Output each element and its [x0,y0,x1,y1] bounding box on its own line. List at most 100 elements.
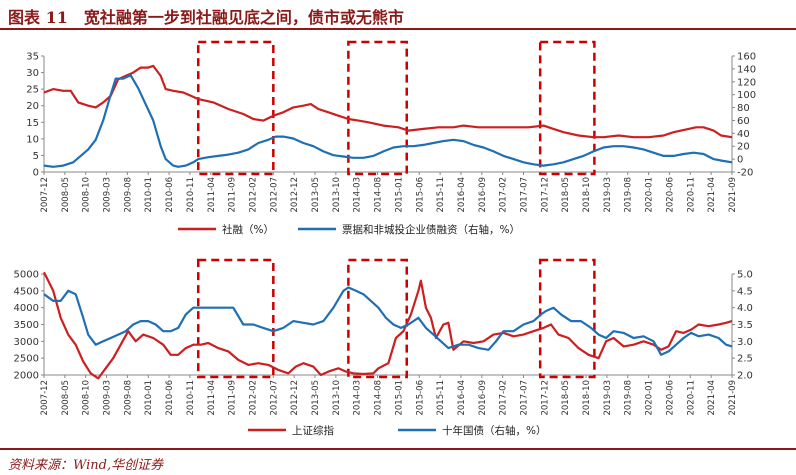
x-tick-label: 2013-10 [332,177,342,213]
x-tick-label: 2015-11 [436,380,446,416]
x-tick-label: 2014-08 [374,177,384,213]
x-tick-label: 2018-05 [561,177,571,213]
highlight-period-box [347,258,408,379]
x-tick-label: 2009-03 [103,380,113,416]
left-tick-label: 35 [26,52,39,63]
x-tick-label: 2017-02 [499,177,509,213]
x-tick-label: 2009-03 [103,177,113,213]
highlight-period-box [538,40,596,176]
x-tick-label: 2013-05 [311,380,321,416]
left-tick-label: 3500 [14,320,39,331]
right-tick-label: 5.0 [737,270,753,281]
x-tick-label: 2011-04 [207,380,217,416]
right-tick-label: 4.5 [737,286,753,297]
x-tick-label: 2021-04 [707,177,717,213]
chart-shanghai-vs-10y-bond: 2000 2500 3000 3500 4000 4500 5000 2.0 2.5 3.0 3.5… [14,258,753,437]
right-tick-label: 3.5 [737,320,753,331]
right-tick-label: 120 [737,77,756,88]
x-tick-label: 2010-06 [165,177,175,213]
x-tick-label: 2019-03 [603,177,613,213]
x-tick-label: 2019-08 [624,380,634,416]
x-tick-label: 2020-11 [686,177,696,213]
x-tick-label: 2020-01 [645,380,655,416]
x-tick-label: 2012-07 [269,380,279,416]
right-tick-label: 160 [737,52,756,63]
x-tick-label: 2016-09 [478,380,488,416]
left-tick-label: 20 [26,101,39,112]
highlight-period-box [538,258,596,379]
x-tick-label: 2013-05 [311,177,321,213]
right-tick-label: 2.5 [737,354,753,365]
x-tick-label: 2017-07 [519,380,529,416]
x-tick-label: 2008-05 [61,380,71,416]
right-tick-label: 3.0 [737,337,753,348]
source-note: 资料来源：Wind,华创证券 [8,458,164,473]
x-tick-label: 2010-01 [144,380,154,416]
left-tick-label: 4500 [14,286,39,297]
x-tick-label: 2021-09 [728,380,738,416]
right-tick-label: 0 [737,155,743,166]
x-tick-label: 2010-06 [165,380,175,416]
x-tick-label: 2012-12 [290,177,300,213]
series-line-primary [43,271,733,380]
left-tick-label: 5000 [14,270,39,281]
highlight-period-box [347,40,408,176]
x-tick-label: 2014-03 [353,380,363,416]
x-tick-label: 2018-05 [561,380,571,416]
series-line-secondary [43,286,733,356]
x-tick-label: 2008-10 [82,380,92,416]
x-tick-label: 2009-08 [123,177,133,213]
x-tick-label: 2012-07 [269,177,279,213]
x-tick-label: 2018-10 [582,380,592,416]
right-tick-label: 140 [737,64,756,75]
x-tick-label: 2012-12 [290,380,300,416]
series-line-primary [43,64,733,139]
right-tick-label: 100 [737,90,756,101]
x-tick-label: 2017-07 [519,177,529,213]
left-tick-label: 25 [26,85,39,96]
footer-divider [0,448,796,450]
x-tick-label: 2019-08 [624,177,634,213]
x-tick-label: 2021-09 [728,177,738,213]
left-tick-label: 2000 [14,371,39,382]
x-tick-label: 2010-01 [144,177,154,213]
x-tick-label: 2008-10 [82,177,92,213]
x-tick-label: 2014-03 [353,177,363,213]
x-tick-label: 2016-04 [457,177,467,213]
x-tick-label: 2018-10 [582,177,592,213]
left-tick-label: 4000 [14,303,39,314]
x-tick-label: 2011-09 [228,177,238,213]
left-tick-label: 10 [26,134,39,145]
x-tick-label: 2010-11 [186,177,196,213]
x-tick-label: 2007-12 [40,177,50,213]
x-tick-label: 2012-02 [248,380,258,416]
x-tick-label: 2007-12 [40,380,50,416]
x-tick-label: 2020-06 [665,177,675,213]
x-tick-label: 2015-06 [415,380,425,416]
right-tick-label: 80 [737,103,750,114]
x-tick-label: 2015-06 [415,177,425,213]
x-tick-label: 2016-09 [478,177,488,213]
title-divider [0,28,796,30]
x-tick-label: 2015-01 [394,177,404,213]
x-tick-label: 2015-11 [436,177,446,213]
left-tick-label: 30 [26,68,39,79]
x-tick-label: 2021-04 [707,380,717,416]
right-tick-label: 4.0 [737,303,753,314]
x-tick-label: 2020-01 [645,177,655,213]
left-tick-label: 3000 [14,337,39,348]
legend-label: 社融（%） [222,223,274,236]
x-tick-label: 2017-02 [499,380,509,416]
x-tick-label: 2010-11 [186,380,196,416]
x-tick-label: 2016-04 [457,380,467,416]
series-line-secondary [43,74,733,168]
x-tick-label: 2011-09 [228,380,238,416]
x-tick-label: 2009-08 [123,380,133,416]
x-tick-label: 2017-12 [540,177,550,213]
x-tick-label: 2020-06 [665,380,675,416]
x-tick-label: 2020-11 [686,380,696,416]
x-tick-label: 2019-03 [603,380,613,416]
legend-label: 票据和非城投企业债融资（右轴，%） [342,223,520,236]
